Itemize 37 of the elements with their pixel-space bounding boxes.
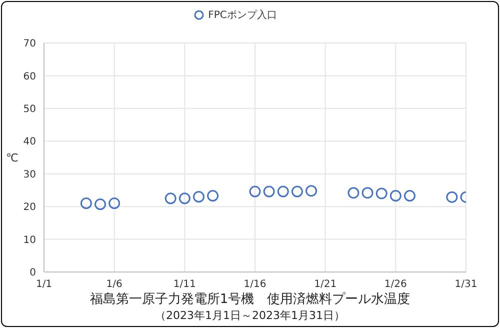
point <box>291 186 303 198</box>
y-tick-label: 50 <box>23 104 36 115</box>
x-tick-label: 1/1 <box>36 279 52 290</box>
point <box>446 191 458 203</box>
point <box>348 187 360 199</box>
x-tick-label: 1/31 <box>454 279 478 290</box>
point <box>277 186 289 198</box>
text: 福島第一原子力発電所1号機 使用済燃料プール水温度 <box>88 291 412 308</box>
point <box>306 185 318 197</box>
point <box>249 186 261 198</box>
x-tick-label: 1/6 <box>106 279 122 290</box>
y-tick-label: 60 <box>23 71 36 82</box>
y-tick-label: 40 <box>23 136 36 148</box>
x-tick-label: 1/21 <box>314 279 337 290</box>
y-tick-label: 30 <box>23 169 36 180</box>
x-tick-label: 1/26 <box>384 279 407 290</box>
point <box>362 187 374 199</box>
point <box>178 192 190 204</box>
legend-label: FPCポンプ入口 <box>208 8 277 22</box>
point <box>80 198 92 210</box>
point <box>94 198 106 210</box>
point <box>263 186 275 198</box>
y-tick-label: 70 <box>23 38 36 50</box>
point <box>207 190 219 202</box>
y-axis-title: ℃ <box>6 151 18 164</box>
point <box>404 190 416 202</box>
x-tick-label: 1/11 <box>173 279 196 290</box>
y-tick-label: 20 <box>23 202 36 214</box>
x-tick-label: 1/16 <box>244 279 266 290</box>
point <box>108 198 120 210</box>
y-tick-label: 0 <box>30 268 36 279</box>
point <box>376 188 388 200</box>
point <box>164 192 176 204</box>
text: （2023年1月1日～2023年1月31日） <box>154 308 346 323</box>
point <box>390 190 402 202</box>
y-tick-label: 10 <box>23 234 36 246</box>
point <box>192 191 204 203</box>
